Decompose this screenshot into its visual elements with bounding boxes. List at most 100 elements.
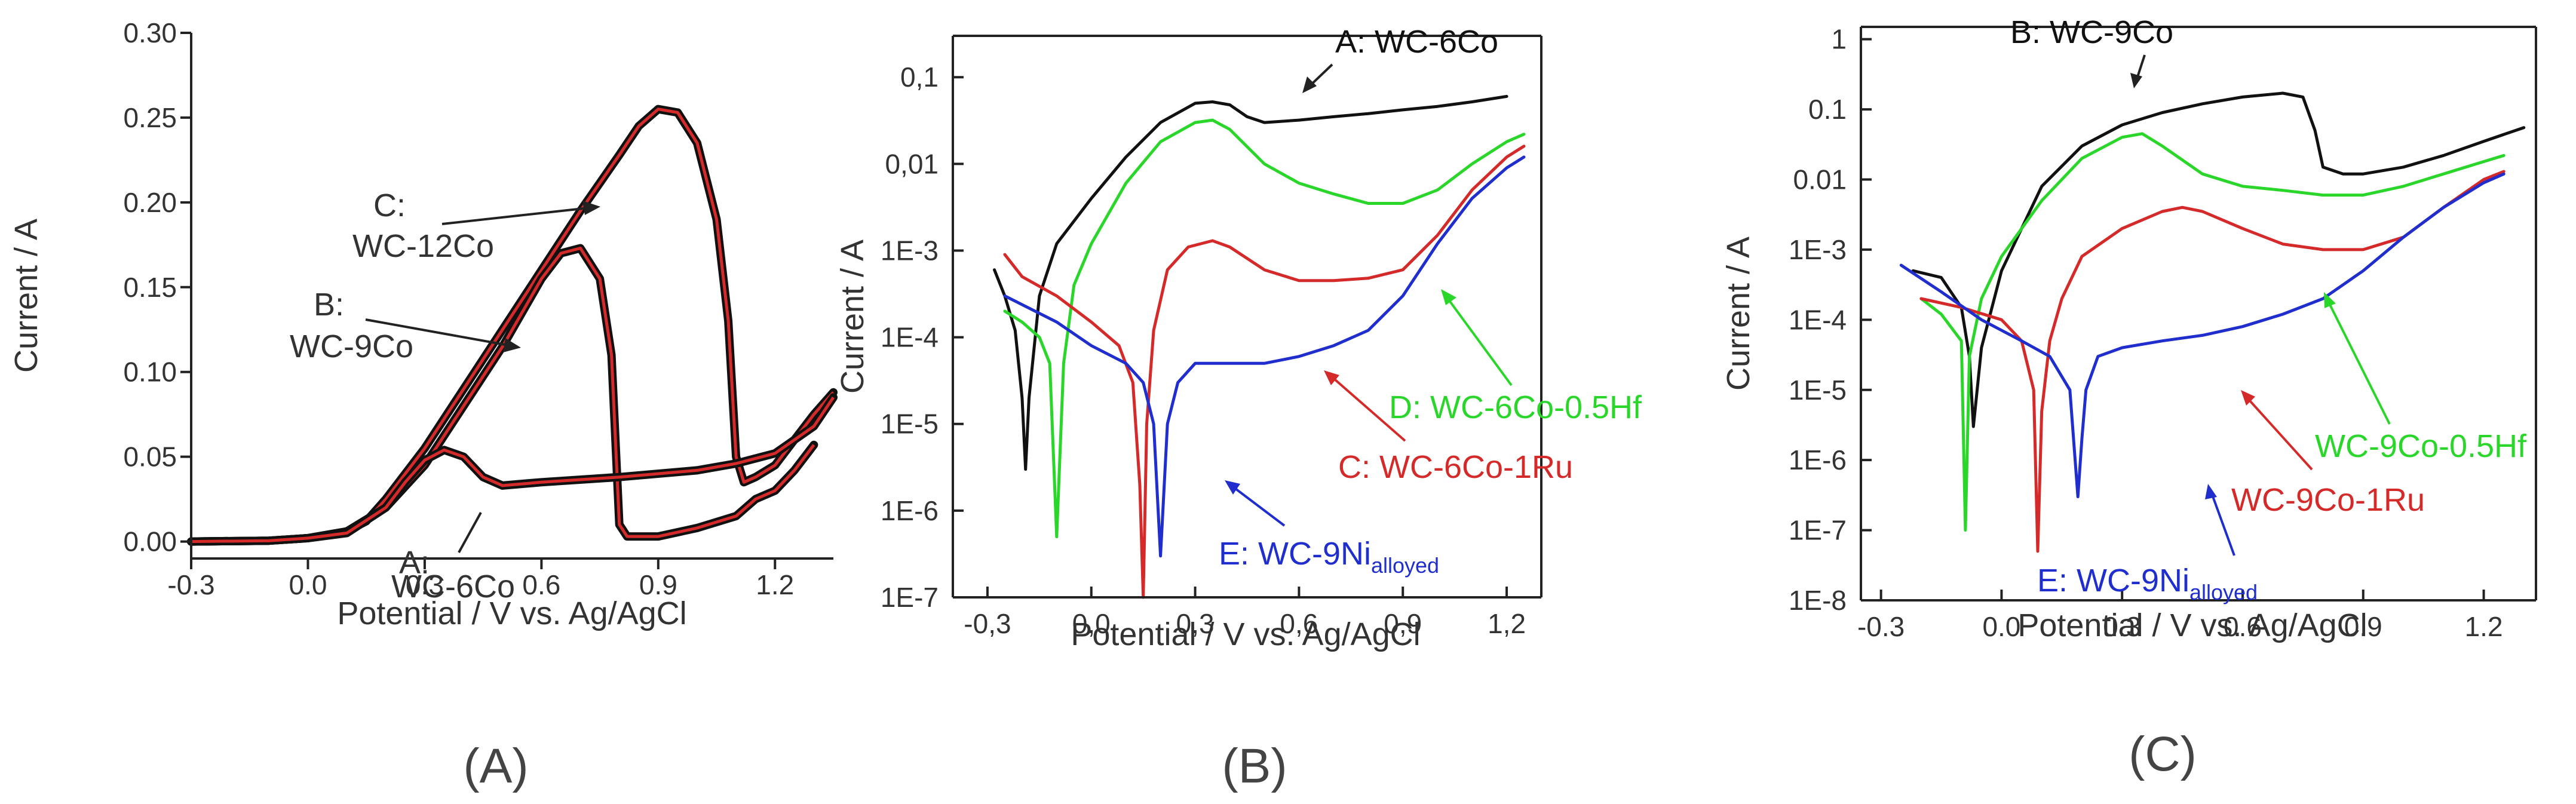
panel-c-xtick-label-0: -0.3 xyxy=(1857,611,1905,642)
panel-b-series-1 xyxy=(1003,118,1526,539)
panel-a-arrow-b xyxy=(365,318,516,348)
panel-c-ticks: -0.3 0.0 0.3 0.6 0.9 1.2 1E-8 1E-7 1E-6 1E-5 1E-4 1… xyxy=(1789,24,2503,642)
panel-b-series-3 xyxy=(1003,155,1526,558)
panel-a-xtick-label-4: 0.9 xyxy=(639,569,677,600)
panel-b-xtick-label-0: -0,3 xyxy=(964,608,1011,639)
panel-c-arrow-hf xyxy=(2326,298,2391,425)
panel-a-annotation-b-line2: WC-9Co xyxy=(290,329,413,364)
panel-b-ytick-label-1: 1E-6 xyxy=(881,495,939,526)
panel-b-xtick-label-5: 1,2 xyxy=(1488,608,1526,639)
panel-a: -0.3 0.0 0.3 0.6 0.9 1.2 0.00 0.05 0.10 0.15 0.20 0… xyxy=(8,17,838,793)
panel-b-annotation-c: C: WC-6Co-1Ru xyxy=(1338,449,1573,485)
panel-a-ytick-label-5: 0.25 xyxy=(123,102,177,133)
panel-c: -0.3 0.0 0.3 0.6 0.9 1.2 1E-8 1E-7 1E-6 1E-5 1E-4 1… xyxy=(1721,14,2537,781)
panel-b-annotation-a: A: WC-6Co xyxy=(1335,24,1498,60)
panel-b-xtick-label-3: 0,6 xyxy=(1280,608,1318,639)
panel-a-ytick-label-6: 0.30 xyxy=(123,17,177,48)
panel-c-ytick-label-6: 0.01 xyxy=(1793,164,1847,195)
panel-c-series-0 xyxy=(1911,91,2526,428)
panel-a-xtick-label-0: -0.3 xyxy=(167,569,214,600)
panel-b-series xyxy=(993,94,1526,599)
panel-c-xtick-label-1: 0.0 xyxy=(1982,611,2020,642)
panel-a-series-2-fit xyxy=(191,396,835,544)
panel-a-ytick-label-2: 0.10 xyxy=(123,357,177,388)
panel-a-xlabel: Potential / V vs. Ag/AgCl xyxy=(337,596,686,631)
panel-a-annotation-a-line1: A: xyxy=(399,545,430,581)
panel-c-annotation-e-main: E: WC-9Ni xyxy=(2037,563,2189,599)
panel-b-ytick-label-0: 1E-7 xyxy=(881,582,939,613)
panel-c-arrowhead-ru xyxy=(2241,390,2255,406)
panel-c-ytick-label-7: 0.1 xyxy=(1808,94,1847,125)
panel-b-ytick-label-3: 1E-4 xyxy=(881,322,939,353)
panel-a-xtick-label-1: 0.0 xyxy=(289,569,327,600)
panel-c-ytick-label-8: 1 xyxy=(1831,24,1847,55)
panel-c-xlabel: Potential / V vs. Ag/AgCl xyxy=(2017,607,2367,643)
panel-c-ytick-label-1: 1E-7 xyxy=(1789,515,1847,546)
panel-a-xtick-label-2: 0.3 xyxy=(406,569,444,600)
panel-c-annotation-e: E: WC-9Nialloyed xyxy=(2037,563,2258,604)
panel-a-label: (A) xyxy=(463,739,528,793)
panel-b-arrowhead-a xyxy=(1302,76,1317,93)
panel-b-arrow-c xyxy=(1329,374,1406,442)
panel-c-annotation-e-sub: alloyed xyxy=(2189,580,2258,604)
panel-c-arrow-e xyxy=(2209,489,2235,556)
panel-b-arrowhead-e xyxy=(1225,480,1240,495)
panel-c-series-2 xyxy=(1919,170,2506,553)
panel-a-annotation-a-line2: WC-6Co xyxy=(391,569,515,604)
panel-b-ytick-label-4: 1E-3 xyxy=(881,235,939,266)
panel-c-series-1 xyxy=(1919,132,2506,532)
panel-c-xtick-label-3: 0.6 xyxy=(2224,611,2262,642)
panel-c-ytick-label-5: 1E-3 xyxy=(1789,234,1847,265)
panel-a-annotation-c-line1: C: xyxy=(373,188,406,223)
panel-c-annotation-b: B: WC-9Co xyxy=(2010,14,2173,50)
panel-b-ylabel: Current / A xyxy=(835,240,870,394)
panel-a-arrowhead-c xyxy=(582,201,600,215)
panel-b-xlabel: Potential / V vs. Ag/AgCl xyxy=(1071,616,1420,652)
panel-a-xtick-label-3: 0.6 xyxy=(522,569,560,600)
panel-a-arrowhead-b xyxy=(503,338,521,352)
panel-a-annotation-b-line1: B: xyxy=(314,287,344,323)
panel-c-arrow-ru xyxy=(2244,394,2313,471)
panel-a-series-1 xyxy=(187,244,818,546)
panel-b: -0,3 0,0 0,3 0,6 0,9 1,2 1E-7 1E-6 1E-5 1E-4 1E-3 0… xyxy=(835,24,1642,793)
panel-c-ytick-label-2: 1E-6 xyxy=(1789,444,1847,475)
panel-a-series-1-fit xyxy=(191,247,815,544)
panel-c-xtick-label-2: 0.3 xyxy=(2103,611,2141,642)
panel-a-xtick-label-5: 1.2 xyxy=(756,569,794,600)
panel-b-ytick-label-6: 0,1 xyxy=(900,62,939,93)
panel-b-arrow-e xyxy=(1229,484,1286,527)
panel-b-label: (B) xyxy=(1222,739,1287,793)
panel-a-ytick-label-3: 0.15 xyxy=(123,272,177,303)
panel-c-arrowhead-b xyxy=(2130,73,2142,88)
panel-b-annotation-e-main: E: WC-9Ni xyxy=(1219,536,1371,572)
panel-a-ytick-label-4: 0.20 xyxy=(123,187,177,218)
panel-b-ytick-label-5: 0,01 xyxy=(885,148,939,179)
panel-a-arrow-c xyxy=(441,206,595,225)
panel-c-arrowhead-hf xyxy=(2324,292,2336,308)
panel-a-annotation-c-line2: WC-12Co xyxy=(352,228,494,264)
panel-c-xtick-label-5: 1.2 xyxy=(2465,611,2503,642)
panel-b-series-2 xyxy=(1003,145,1526,599)
panel-b-arrowhead-c xyxy=(1324,370,1339,385)
panel-c-ytick-label-3: 1E-5 xyxy=(1789,375,1847,406)
panel-b-annotation-e: E: WC-9Nialloyed xyxy=(1219,536,1439,578)
panel-a-ytick-label-1: 0.05 xyxy=(123,441,177,472)
panel-a-ytick-label-0: 0.00 xyxy=(123,526,177,557)
panel-c-xtick-label-4: 0.9 xyxy=(2344,611,2382,642)
panel-c-annotation-hf: WC-9Co-0.5Hf xyxy=(2315,428,2527,464)
panel-a-ticks: -0.3 0.0 0.3 0.6 0.9 1.2 0.00 0.05 0.10 0.15 0.20 0… xyxy=(123,17,794,600)
panel-c-label: (C) xyxy=(2129,727,2197,781)
panel-b-ticks: -0,3 0,0 0,3 0,6 0,9 1,2 1E-7 1E-6 1E-5 1E-4 1E-3 0… xyxy=(881,62,1526,639)
panel-b-series-0 xyxy=(993,94,1508,471)
panel-a-ylabel: Current / A xyxy=(8,219,44,373)
panel-b-xtick-label-4: 0,9 xyxy=(1384,608,1422,639)
panel-c-ytick-label-0: 1E-8 xyxy=(1789,585,1847,616)
panel-b-ytick-label-2: 1E-5 xyxy=(881,409,939,440)
panel-b-arrowhead-d xyxy=(1441,289,1456,305)
panel-c-ytick-label-4: 1E-4 xyxy=(1789,304,1847,335)
panel-a-arrow-a xyxy=(458,512,482,553)
panel-c-ylabel: Current / A xyxy=(1721,237,1756,391)
panel-a-series xyxy=(187,105,838,546)
panel-c-series-3 xyxy=(1899,172,2506,499)
